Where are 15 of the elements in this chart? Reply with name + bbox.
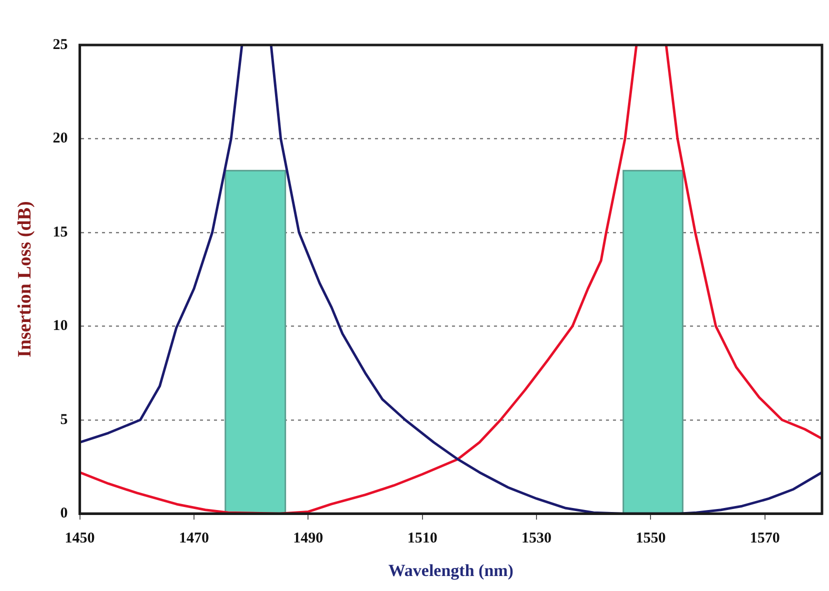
y-tick-label: 15 — [52, 224, 68, 240]
x-tick-label: 1550 — [636, 530, 666, 546]
y-tick-label: 5 — [60, 412, 68, 428]
x-tick-label: 1470 — [178, 530, 209, 546]
x-tick-label: 1450 — [64, 530, 95, 546]
y-tick-label: 10 — [52, 318, 68, 334]
y-tick-label: 25 — [52, 36, 68, 53]
y-tick-label: 20 — [52, 130, 68, 147]
y-tick-label: 0 — [60, 505, 68, 522]
x-tick-label: 1530 — [522, 530, 552, 546]
x-axis-title: Wavelength (nm) — [388, 561, 514, 580]
x-tick-label: 1490 — [293, 530, 324, 546]
y-axis-title: Insertion Loss (dB) — [14, 201, 36, 358]
x-tick-label: 1570 — [750, 530, 780, 546]
x-tick-label: 1510 — [407, 530, 438, 546]
